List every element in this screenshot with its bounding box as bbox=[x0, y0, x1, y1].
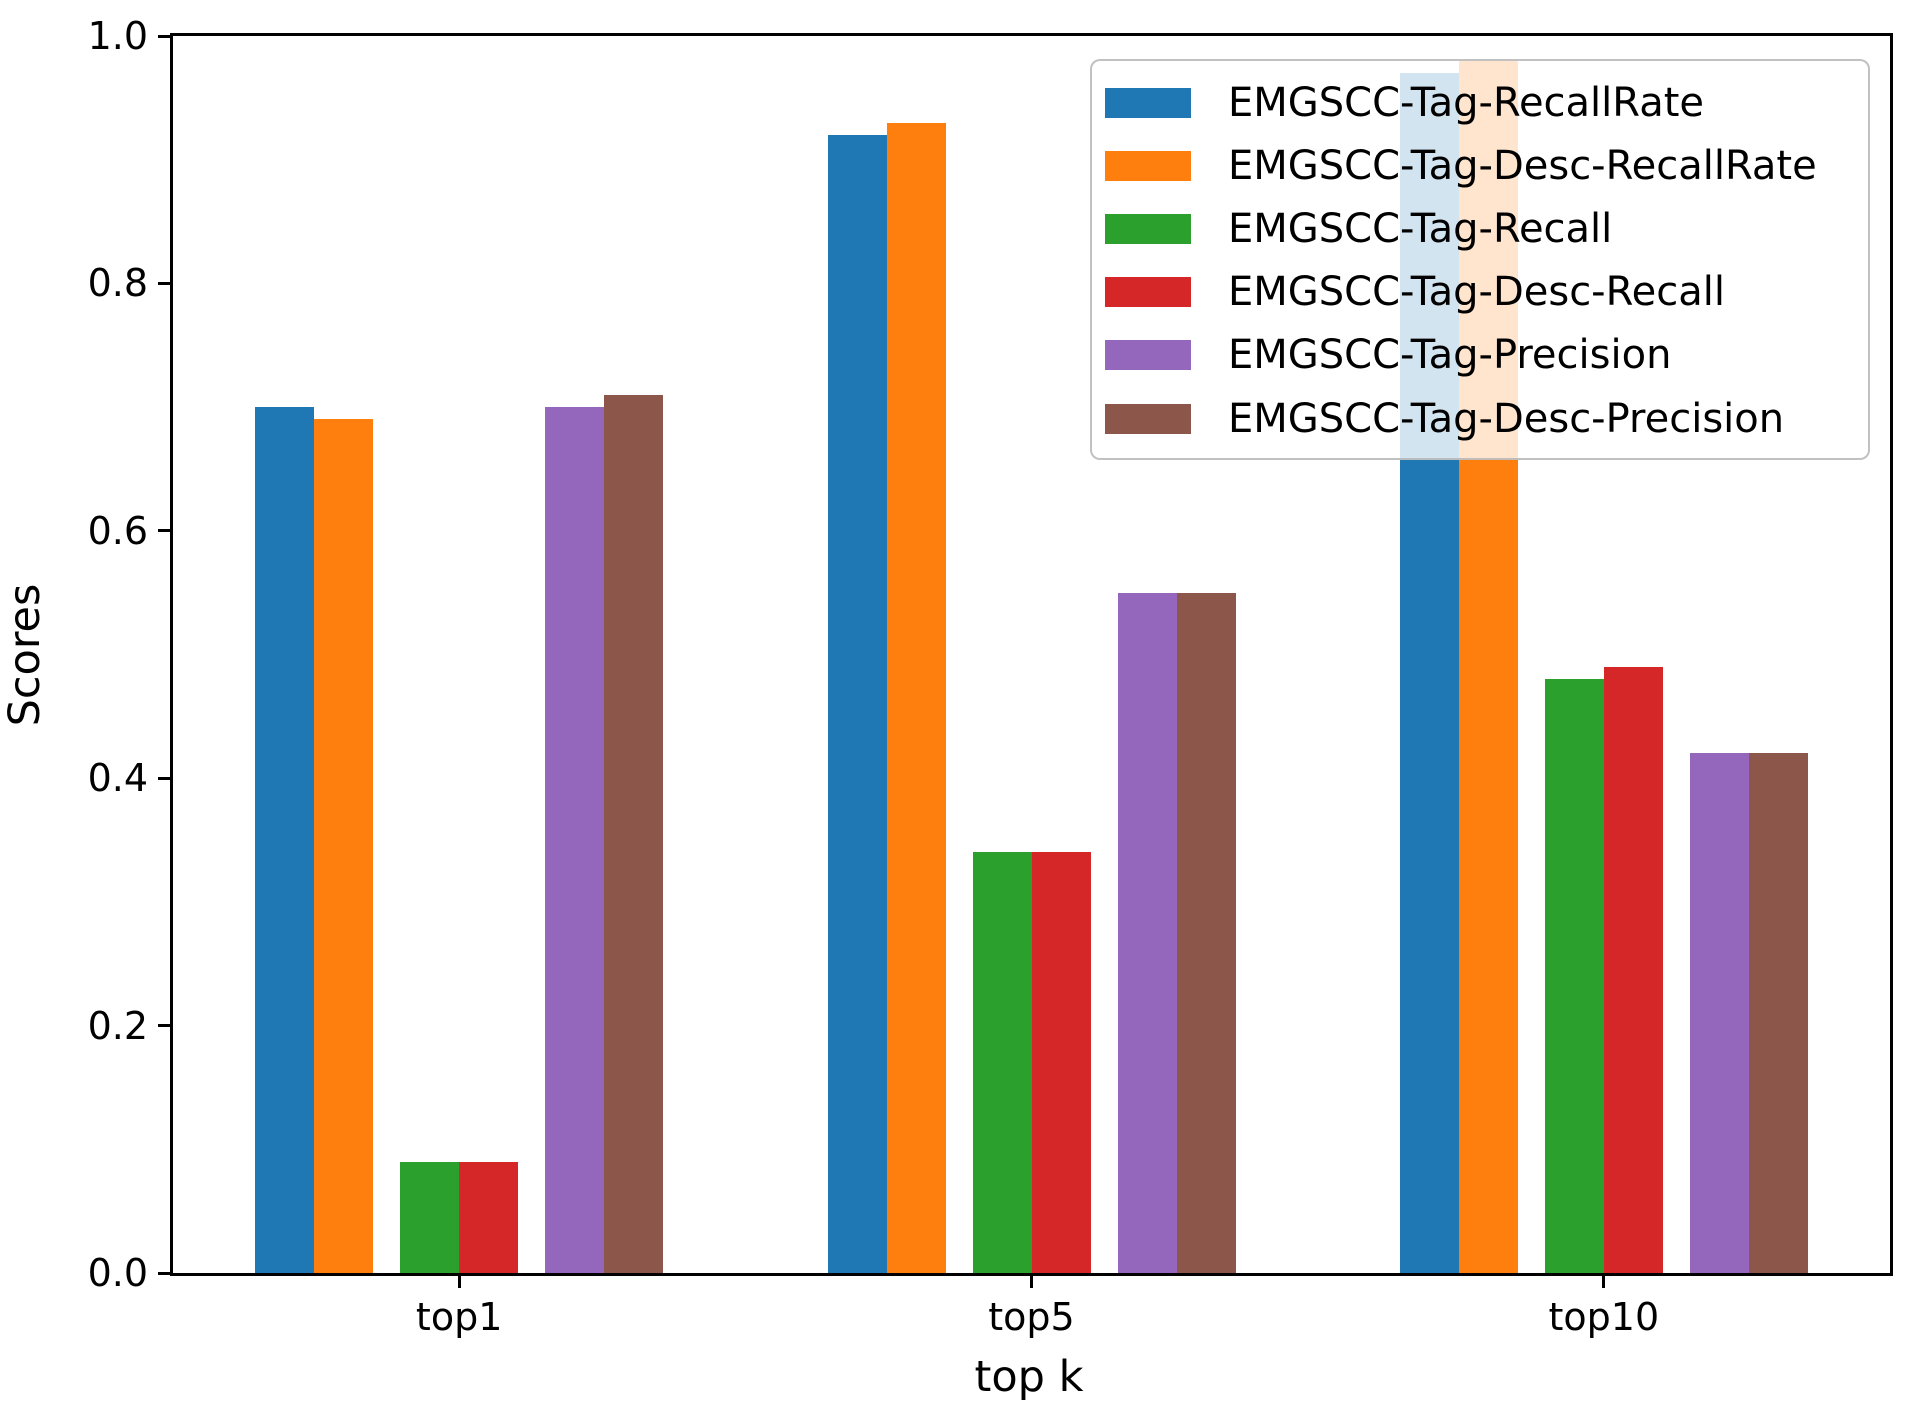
legend-swatch-icon bbox=[1105, 277, 1191, 308]
legend-swatch-icon bbox=[1105, 403, 1191, 434]
y-tick-mark bbox=[158, 1024, 170, 1028]
legend-label: EMGSCC-Tag-Desc-RecallRate bbox=[1228, 142, 1817, 189]
x-tick-mark bbox=[1602, 1276, 1606, 1288]
legend-entry: EMGSCC-Tag-Desc-Recall bbox=[1105, 261, 1868, 324]
x-tick-label: top1 bbox=[415, 1295, 503, 1339]
legend-label: EMGSCC-Tag-Precision bbox=[1228, 332, 1672, 379]
legend-label: EMGSCC-Tag-Desc-Recall bbox=[1228, 269, 1725, 316]
y-tick-mark bbox=[158, 281, 170, 285]
bar-EMGSCC-Tag-Desc-Precision-top10 bbox=[1748, 753, 1808, 1273]
legend-entry: EMGSCC-Tag-Desc-RecallRate bbox=[1105, 134, 1868, 197]
bar-EMGSCC-Tag-RecallRate-top5 bbox=[827, 135, 887, 1273]
x-axis-label: top k bbox=[974, 1352, 1084, 1402]
y-tick-label: 0.8 bbox=[87, 261, 148, 306]
bar-EMGSCC-Tag-Precision-top1 bbox=[545, 407, 605, 1273]
y-tick-mark bbox=[158, 34, 170, 38]
x-tick-label: top10 bbox=[1548, 1295, 1660, 1339]
legend-label: EMGSCC-Tag-Desc-Precision bbox=[1228, 395, 1785, 442]
legend-swatch-icon bbox=[1105, 340, 1191, 371]
bar-EMGSCC-Tag-Desc-Recall-top1 bbox=[459, 1162, 519, 1273]
y-tick-label: 0.2 bbox=[87, 1003, 148, 1048]
y-axis-label: Scores bbox=[0, 583, 50, 727]
x-tick-mark bbox=[457, 1276, 461, 1288]
legend-swatch-icon bbox=[1105, 87, 1191, 118]
bar-EMGSCC-Tag-Desc-Precision-top5 bbox=[1176, 593, 1236, 1273]
bar-EMGSCC-Tag-Precision-top10 bbox=[1689, 753, 1749, 1273]
y-tick-label: 0.0 bbox=[87, 1251, 148, 1295]
legend-swatch-icon bbox=[1105, 213, 1191, 244]
y-tick-mark bbox=[158, 776, 170, 780]
legend: EMGSCC-Tag-RecallRate EMGSCC-Tag-Desc-Rec… bbox=[1090, 59, 1870, 460]
bar-EMGSCC-Tag-Desc-Recall-top5 bbox=[1031, 852, 1091, 1273]
legend-entry: EMGSCC-Tag-Desc-Precision bbox=[1105, 387, 1868, 450]
y-tick-label: 0.6 bbox=[87, 508, 148, 553]
legend-entry: EMGSCC-Tag-Precision bbox=[1105, 324, 1868, 387]
bar-EMGSCC-Tag-Precision-top5 bbox=[1117, 593, 1177, 1273]
legend-entry: EMGSCC-Tag-RecallRate bbox=[1105, 71, 1868, 134]
bar-EMGSCC-Tag-Desc-RecallRate-top5 bbox=[886, 123, 946, 1273]
plot-area: EMGSCC-Tag-RecallRate EMGSCC-Tag-Desc-Rec… bbox=[170, 33, 1893, 1276]
legend-label: EMGSCC-Tag-Recall bbox=[1228, 205, 1613, 252]
bar-EMGSCC-Tag-Recall-top1 bbox=[400, 1162, 460, 1273]
legend-swatch-icon bbox=[1105, 150, 1191, 181]
legend-label: EMGSCC-Tag-RecallRate bbox=[1228, 79, 1704, 126]
y-tick-label: 0.4 bbox=[87, 756, 148, 801]
bar-EMGSCC-Tag-RecallRate-top1 bbox=[255, 407, 315, 1273]
bar-EMGSCC-Tag-Recall-top5 bbox=[972, 852, 1032, 1273]
bar-EMGSCC-Tag-Recall-top10 bbox=[1544, 679, 1604, 1273]
y-tick-mark bbox=[158, 1271, 170, 1275]
x-tick-label: top5 bbox=[988, 1295, 1075, 1339]
bar-EMGSCC-Tag-Desc-RecallRate-top1 bbox=[314, 419, 374, 1273]
bar-EMGSCC-Tag-Desc-Precision-top1 bbox=[604, 395, 664, 1273]
y-tick-mark bbox=[158, 529, 170, 533]
legend-entry: EMGSCC-Tag-Recall bbox=[1105, 197, 1868, 260]
x-tick-mark bbox=[1030, 1276, 1033, 1288]
y-tick-label: 1.0 bbox=[87, 14, 148, 58]
bar-EMGSCC-Tag-Desc-Recall-top10 bbox=[1603, 667, 1663, 1273]
